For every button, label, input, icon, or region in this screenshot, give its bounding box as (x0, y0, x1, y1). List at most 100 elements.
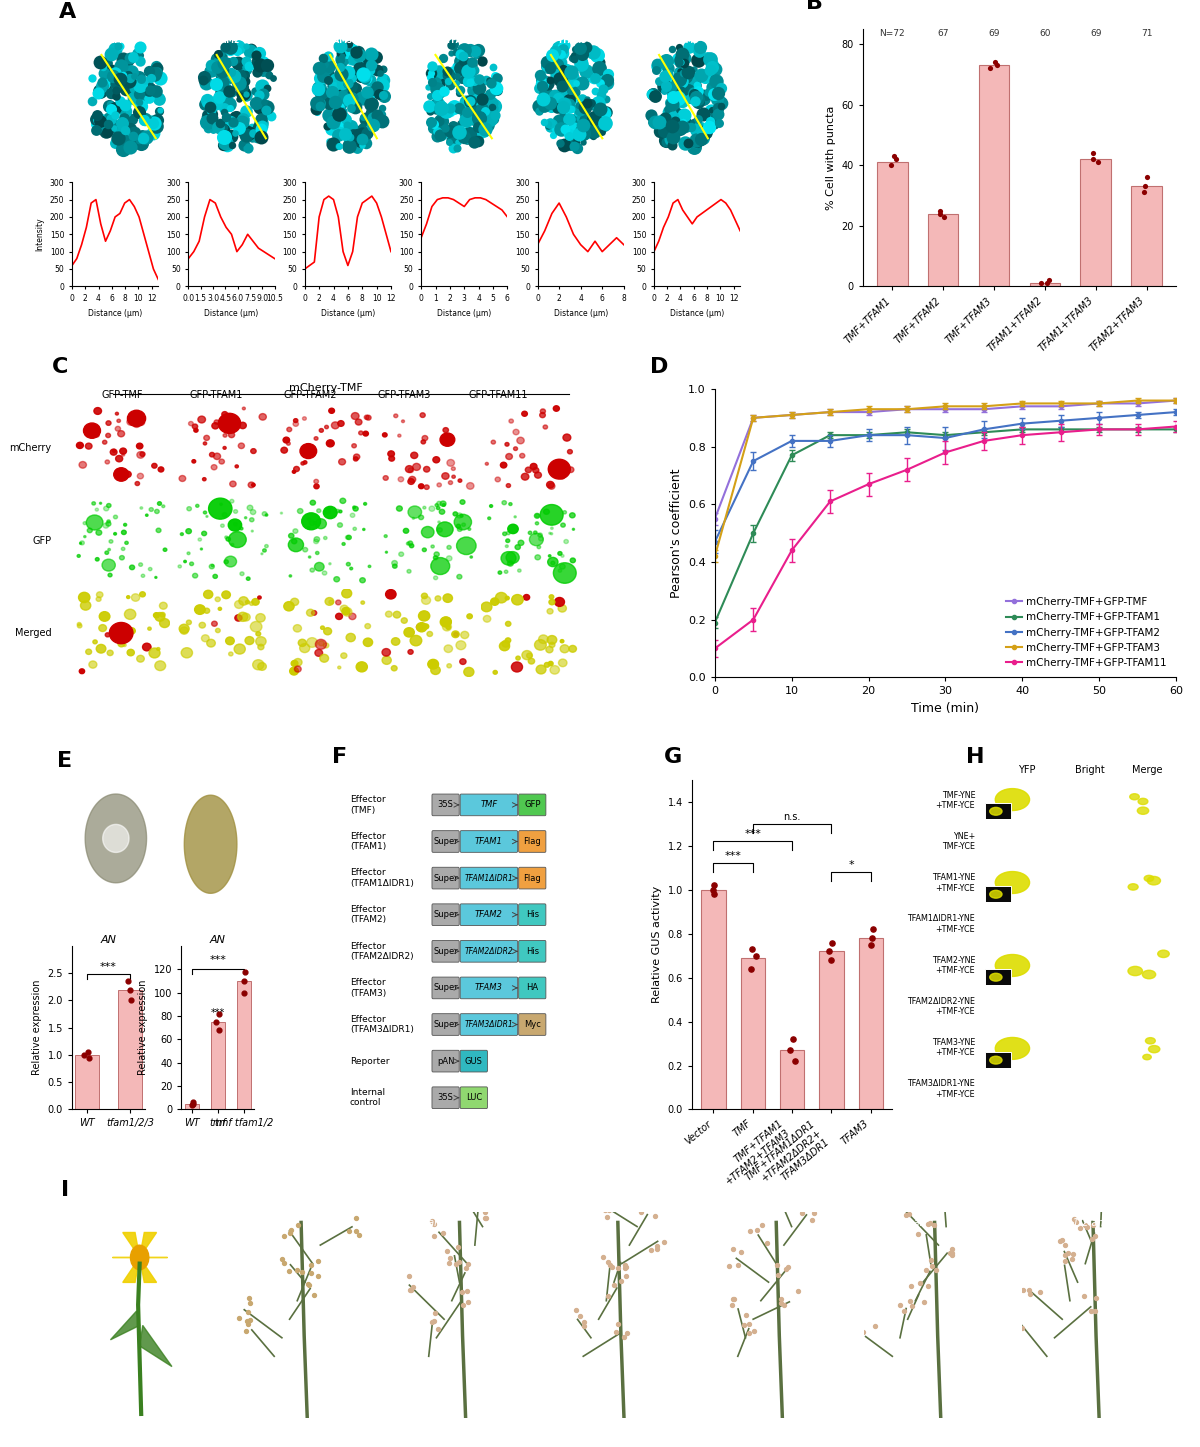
Point (122, 109, 142, 132)
Circle shape (506, 531, 510, 535)
Circle shape (203, 478, 206, 480)
Circle shape (460, 515, 463, 517)
Point (653, 109, 672, 132)
Circle shape (294, 466, 299, 472)
Point (931, 200, 950, 223)
Point (929, 1197, 948, 1220)
mCherry-TMF+GFP-TFAM11 (1092, 421, 1106, 438)
Point (132, 123, 151, 146)
Circle shape (509, 420, 514, 423)
Point (546, 64, 565, 87)
Point (86, 119, 106, 142)
Circle shape (95, 508, 98, 511)
Point (586, 67, 605, 90)
Circle shape (331, 423, 340, 428)
Point (1135, 175, 1154, 198)
Point (331, 74, 350, 97)
Circle shape (553, 563, 576, 583)
Bar (985, 803, 1010, 819)
Text: Super: Super (433, 874, 458, 883)
Circle shape (434, 551, 439, 557)
Point (202, 103, 221, 126)
Point (366, 45, 385, 68)
Circle shape (96, 530, 102, 535)
Point (307, 100, 326, 123)
Point (557, 58, 576, 81)
Circle shape (990, 1056, 1002, 1064)
mCherry-TMF+GFP-TFAM3 (785, 407, 799, 424)
FancyBboxPatch shape (518, 1014, 546, 1036)
Point (469, 116, 488, 139)
Point (599, 62, 618, 85)
Circle shape (160, 612, 166, 616)
Circle shape (467, 483, 474, 489)
Point (132, 68, 151, 91)
Circle shape (422, 436, 427, 441)
Point (614, 1325, 634, 1349)
Point (361, 93, 380, 116)
Text: an: an (238, 1218, 250, 1229)
Point (322, 117, 341, 140)
Point (329, 123, 348, 146)
Circle shape (569, 645, 576, 653)
Point (485, 107, 504, 130)
Point (343, 123, 362, 146)
Point (710, 91, 730, 114)
Point (350, 126, 370, 149)
mCherry-TMF+GFP-TFAM1 (938, 427, 953, 444)
Circle shape (329, 563, 331, 564)
Circle shape (151, 463, 157, 469)
Point (550, 67, 569, 90)
Circle shape (570, 559, 576, 563)
Point (427, 124, 446, 148)
Text: TFAM2: TFAM2 (475, 910, 503, 919)
Circle shape (234, 522, 236, 525)
Circle shape (230, 421, 234, 424)
Circle shape (544, 509, 550, 514)
Circle shape (323, 572, 326, 574)
Point (114, 137, 133, 161)
Point (557, 94, 576, 117)
Circle shape (538, 546, 541, 548)
Point (240, 1286, 259, 1310)
Point (115, 119, 134, 142)
Point (259, 64, 278, 87)
Circle shape (436, 596, 440, 601)
Point (708, 97, 727, 120)
Point (232, 132, 251, 155)
Point (472, 97, 491, 120)
Point (542, 43, 562, 67)
Point (233, 110, 252, 133)
Point (340, 74, 359, 97)
Point (677, 116, 696, 139)
Point (556, 71, 575, 94)
Circle shape (239, 443, 245, 449)
Text: TFAM1+TFAM3: TFAM1+TFAM3 (523, 36, 587, 45)
Circle shape (558, 605, 566, 612)
Point (786, 1049, 805, 1072)
Point (712, 94, 731, 117)
Circle shape (125, 541, 128, 544)
Point (92, 74, 112, 97)
Point (258, 96, 277, 119)
Text: TMF-YNE
+TMF-YCE: TMF-YNE +TMF-YCE (936, 792, 976, 810)
Circle shape (1158, 951, 1169, 958)
Point (673, 133, 692, 156)
Point (238, 137, 257, 161)
Circle shape (96, 644, 106, 653)
Point (428, 88, 448, 111)
Point (212, 78, 232, 101)
Point (703, 75, 722, 98)
Point (234, 969, 253, 993)
mCherry-TMF+GFP-TFAM2 (708, 532, 722, 550)
Circle shape (990, 890, 1002, 899)
Circle shape (421, 440, 426, 444)
Point (704, 883, 724, 906)
mCherry-TMF+GFP-TFAM3 (1092, 395, 1106, 412)
Point (563, 72, 582, 96)
Point (731, 1240, 750, 1263)
Text: TFAM3ΔIDR1-YNE
+TMF-YCE: TFAM3ΔIDR1-YNE +TMF-YCE (907, 1079, 976, 1098)
Circle shape (496, 592, 508, 603)
Point (554, 67, 574, 90)
Circle shape (526, 467, 532, 473)
